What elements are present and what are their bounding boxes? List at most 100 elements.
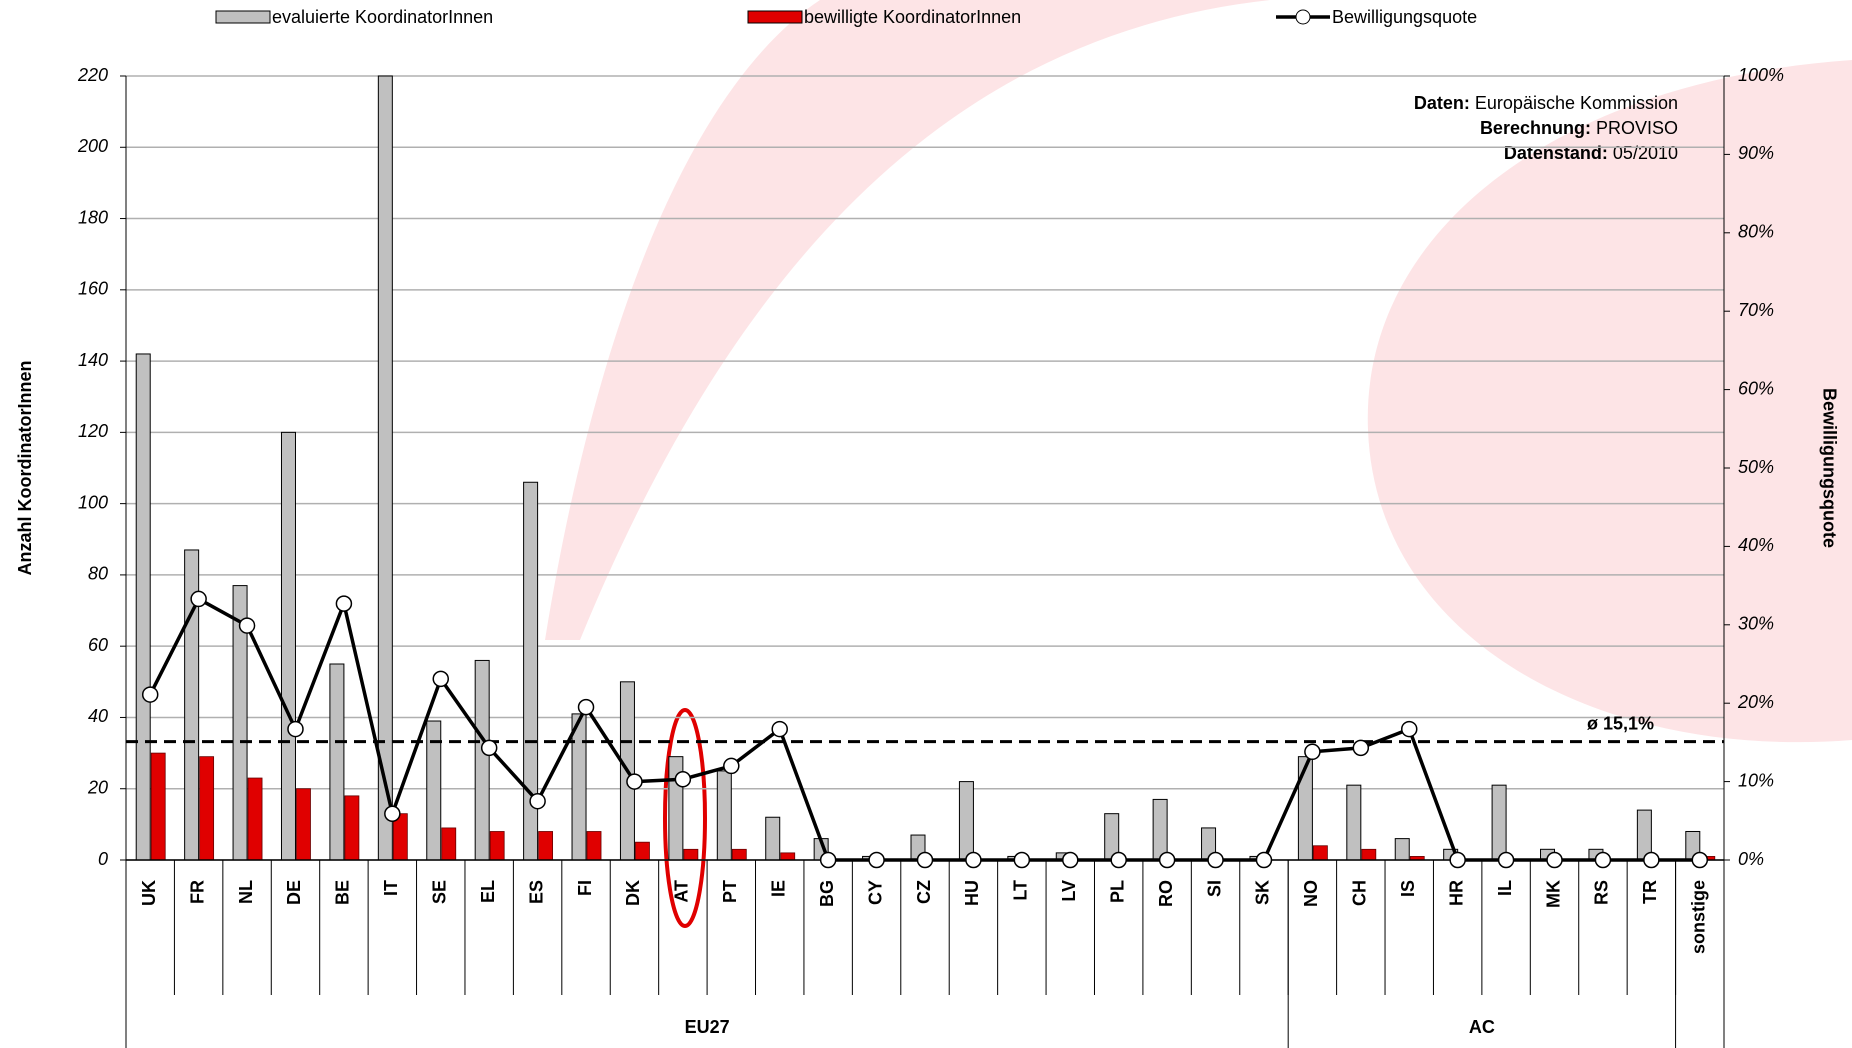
y2-tick-label: 50% [1738,457,1774,477]
bar [475,660,489,860]
bar [539,831,553,860]
y2-tick-label: 0% [1738,849,1764,869]
legend-swatch [748,11,802,23]
bar [1492,785,1506,860]
x-tick-label: DE [284,880,304,905]
y2-tick-label: 90% [1738,143,1774,163]
y2-tick-label: 70% [1738,300,1774,320]
bar [281,432,295,860]
x-tick-label: RS [1592,880,1612,905]
group-label: AC [1469,1017,1495,1037]
y2-tick-label: 30% [1738,614,1774,634]
bar [345,796,359,860]
x-tick-label: NO [1301,880,1321,907]
line-marker [1595,853,1610,868]
legend-label: bewilligte KoordinatorInnen [804,7,1021,27]
bar [330,664,344,860]
y-tick-label: 180 [78,207,108,227]
bar [296,789,310,860]
bar [1347,785,1361,860]
source-line: Datenstand: 05/2010 [1504,143,1678,163]
line-marker [821,853,836,868]
y2-tick-label: 80% [1738,222,1774,242]
x-tick-label: IT [381,880,401,896]
line-marker [240,618,255,633]
x-tick-label: NL [236,880,256,904]
line-marker [966,853,981,868]
source-line: Daten: Europäische Kommission [1414,93,1678,113]
x-tick-label: ES [526,880,546,904]
x-tick-label: IE [768,880,788,897]
line-marker [1305,744,1320,759]
source-text: PROVISO [1596,118,1678,138]
x-tick-label: FR [187,880,207,904]
y-tick-label: 140 [78,350,108,370]
y-tick-label: 200 [77,136,108,156]
line-marker [869,853,884,868]
bar [572,714,586,860]
y2-tick-label: 40% [1738,535,1774,555]
line-marker [1644,853,1659,868]
line-marker [143,687,158,702]
y-tick-label: 20 [87,777,108,797]
y-tick-label: 120 [78,421,108,441]
x-tick-label: TR [1640,880,1660,904]
y-tick-label: 80 [88,564,108,584]
line-marker [1160,853,1175,868]
bar [587,831,601,860]
line-marker [433,671,448,686]
x-tick-label: LV [1059,880,1079,902]
line-marker [1450,853,1465,868]
line-marker [1256,853,1271,868]
line-marker [191,591,206,606]
x-tick-label: SK [1253,880,1273,905]
x-tick-label: CY [865,880,885,905]
line-marker [1499,853,1514,868]
line-marker [579,700,594,715]
y-tick-label: 160 [78,279,108,299]
bar [781,853,795,860]
bar [717,771,731,860]
y-tick-label: 60 [88,635,108,655]
average-label: ø 15,1% [1587,713,1654,733]
source-note: Daten: Europäische KommissionBerechnung:… [1414,93,1678,163]
x-tick-label: LT [1011,880,1031,901]
bar [1395,839,1409,860]
x-tick-label: IL [1495,880,1515,896]
bar [136,354,150,860]
line-marker [1353,740,1368,755]
legend-swatch [1296,10,1310,24]
bar [766,817,780,860]
x-tick-label: CZ [914,880,934,904]
x-tick-label: AT [672,880,692,903]
legend: evaluierte KoordinatorInnenbewilligte Ko… [216,7,1477,27]
line-marker [1111,853,1126,868]
y2-axis-title: Bewilligungsquote [1819,388,1839,548]
bar [732,849,746,860]
line-marker [288,722,303,737]
line-marker [482,740,497,755]
x-tick-label: sonstige [1689,880,1709,954]
x-tick-label: DK [623,880,643,906]
y-tick-label: 100 [78,492,108,512]
bar [959,782,973,860]
line-marker [1014,853,1029,868]
x-tick-label: HR [1446,880,1466,906]
line-marker [675,772,690,787]
line-marker [1547,853,1562,868]
bar [1298,757,1312,860]
line-marker [1063,853,1078,868]
line-marker [385,806,400,821]
x-tick-label: IS [1398,880,1418,897]
chart: evaluierte KoordinatorInnenbewilligte Ko… [0,0,1852,1048]
bar [684,849,698,860]
bar [248,778,262,860]
y2-tick-label: 20% [1737,692,1774,712]
line-marker [530,794,545,809]
x-tick-label: SI [1204,880,1224,897]
bar [200,757,214,860]
line-marker [627,774,642,789]
legend-label: Bewilligungsquote [1332,7,1477,27]
bar [635,842,649,860]
line-marker [724,758,739,773]
